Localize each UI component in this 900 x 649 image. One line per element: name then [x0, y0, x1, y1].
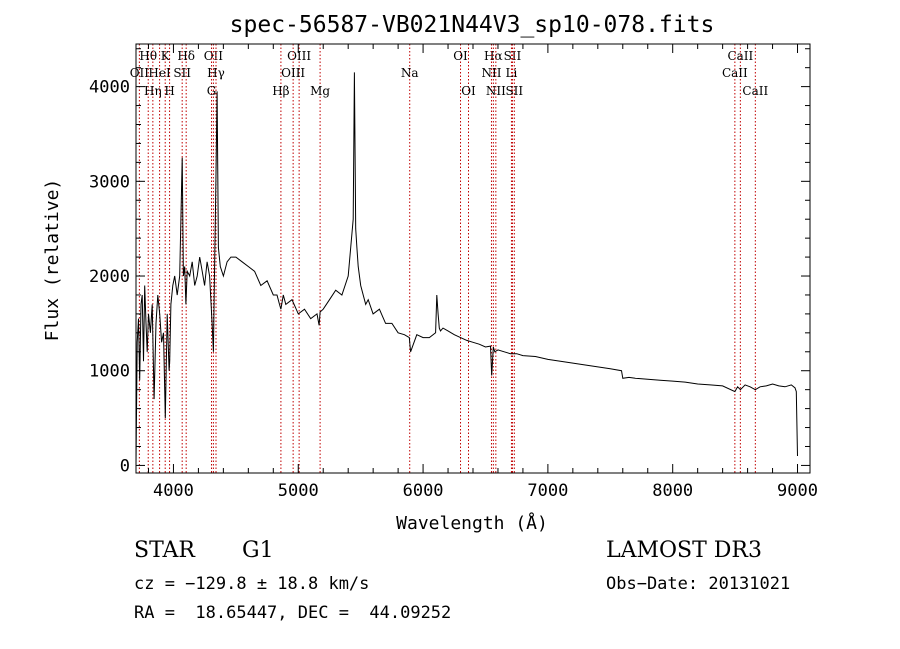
spectral-line-label: Hθ: [139, 49, 157, 63]
spectral-line-label: CaII: [727, 49, 753, 63]
spectral-line-label: K: [161, 49, 171, 63]
spectral-line-label: SII: [505, 84, 523, 98]
x-tick-label: 8000: [652, 481, 693, 501]
spectral-line-label: NII: [486, 84, 506, 98]
spectral-line-label: Hα: [484, 49, 503, 63]
spectral-line-label: CaII: [742, 84, 768, 98]
spectral-line-label: H: [164, 84, 174, 98]
x-tick-label: 5000: [278, 481, 319, 501]
y-axis-label: Flux (relative): [42, 179, 63, 342]
spectrum-series-line: [135, 72, 798, 466]
spectral-line-label: CaII: [722, 66, 748, 80]
spectral-line-label: NII: [481, 66, 501, 80]
spectral-line-label: Hδ: [177, 49, 195, 63]
spectral-line-label: OI: [461, 84, 476, 98]
x-tick-label: 6000: [403, 481, 444, 501]
spectral-line-label: Li: [506, 66, 518, 80]
survey-name: LAMOST DR3: [606, 538, 762, 563]
chart-title: spec-56587-VB021N44V3_sp10-078.fits: [230, 12, 715, 38]
spectral-line-label: OIII: [281, 66, 305, 80]
x-axis-label: Wavelength (Å): [396, 512, 548, 534]
spectral-line-label: Hη: [144, 84, 162, 98]
object-subclass: G1: [242, 538, 274, 563]
spectral-line-label: OII: [130, 66, 150, 80]
x-tick-label: 7000: [527, 481, 568, 501]
x-tick-label: 9000: [777, 481, 818, 501]
spectral-line-label: Hβ: [272, 84, 289, 98]
plot-frame: [135, 43, 811, 474]
spectral-line-label: Mg: [310, 84, 330, 98]
y-tick-label: 3000: [89, 172, 130, 192]
spectral-line-label: OII: [204, 49, 224, 63]
spectral-line-label: Hγ: [207, 66, 225, 80]
spectral-line-label: SII: [504, 49, 522, 63]
spectral-line-label: HeI: [148, 66, 171, 80]
spectral-line-label: Na: [401, 66, 419, 80]
spectral-line-label: OIII: [287, 49, 311, 63]
object-class: STAR: [134, 538, 195, 563]
redshift-velocity: cz = −129.8 ± 18.8 km/s: [134, 574, 370, 594]
sky-coordinates: RA = 18.65447, DEC = 44.09252: [134, 603, 452, 623]
observation-date: Obs−Date: 20131021: [606, 574, 791, 594]
spectral-line-label: OI: [453, 49, 468, 63]
y-tick-label: 4000: [89, 78, 130, 98]
spectral-line-label: SII: [173, 66, 191, 80]
y-tick-label: 0: [120, 456, 130, 476]
y-tick-label: 2000: [89, 267, 130, 287]
x-tick-label: 4000: [153, 481, 194, 501]
spectral-line-label: G: [207, 84, 217, 98]
y-tick-label: 1000: [89, 362, 130, 382]
